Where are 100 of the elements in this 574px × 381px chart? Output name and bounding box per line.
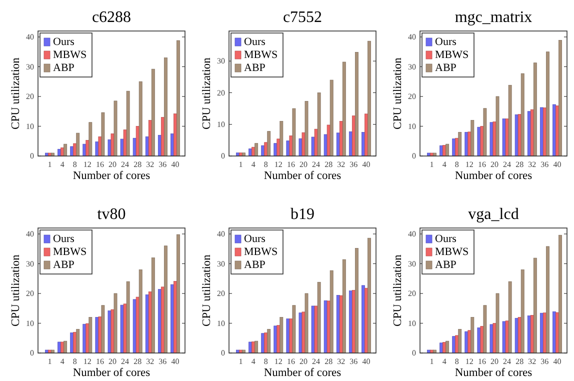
y-tick-label: 10	[26, 122, 34, 131]
y-tick-label: 40	[408, 32, 416, 42]
x-tick-label: 36	[540, 160, 549, 169]
x-tick-label: 8	[72, 160, 77, 169]
bar	[546, 246, 550, 354]
bar	[446, 340, 450, 354]
x-tick-label: 28	[324, 357, 333, 366]
x-tick-label: 1	[430, 160, 434, 169]
bar	[470, 317, 474, 354]
bar	[330, 270, 334, 354]
chart-title: c6288	[92, 9, 132, 26]
bar	[76, 328, 80, 354]
x-axis-title: Number of cores	[264, 367, 342, 379]
x-tick-label: 32	[528, 160, 536, 169]
bar	[368, 238, 371, 354]
x-tick-label: 24	[312, 357, 320, 366]
y-tick-label: 10	[26, 318, 34, 328]
x-tick-label: 24	[121, 357, 130, 366]
bar	[51, 152, 54, 156]
y-tick-label: 10	[408, 318, 416, 328]
y-tick-label: 40	[26, 32, 34, 42]
bar	[176, 40, 180, 156]
legend-label: Ours	[53, 233, 74, 245]
x-tick-label: 28	[134, 160, 142, 169]
bar	[51, 350, 54, 354]
x-tick-label: 16	[286, 357, 295, 366]
y-tick-label: 0	[412, 152, 416, 161]
legend-label: MBWS	[435, 246, 469, 258]
bar	[470, 120, 474, 156]
bar	[88, 122, 92, 156]
y-tick-label: 10	[408, 122, 416, 131]
y-tick-label: 40	[26, 230, 34, 239]
legend-label: MBWS	[435, 49, 469, 61]
x-axis-title: Number of cores	[72, 170, 151, 182]
bar	[520, 269, 524, 354]
x-tick-label: 40	[553, 357, 562, 366]
bar	[114, 293, 118, 354]
legend-label: Ours	[244, 36, 266, 48]
bar	[267, 131, 271, 156]
x-tick-label: 24	[503, 160, 512, 169]
x-tick-label: 20	[300, 357, 308, 366]
x-tick-label: 36	[158, 357, 167, 366]
x-tick-label: 40	[362, 160, 370, 169]
legend-label: ABP	[435, 259, 456, 271]
y-tick-label: 20	[408, 289, 416, 298]
bar	[433, 350, 436, 354]
bar	[342, 62, 346, 156]
legend-label: ABP	[435, 62, 456, 74]
y-tick-label: 10	[217, 318, 225, 328]
x-tick-label: 28	[516, 160, 524, 169]
bar	[76, 132, 80, 156]
bar	[317, 282, 321, 354]
x-tick-label: 1	[238, 160, 243, 169]
y-tick-label: 0	[221, 152, 225, 161]
y-tick-label: 20	[26, 289, 34, 298]
bar	[496, 293, 500, 354]
x-tick-label: 1	[430, 357, 434, 366]
x-tick-label: 8	[72, 357, 77, 366]
x-tick-label: 4	[251, 357, 256, 366]
y-tick-label: 0	[412, 348, 416, 358]
legend-label: Ours	[435, 36, 456, 48]
x-tick-label: 4	[251, 160, 256, 169]
y-tick-label: 30	[217, 56, 225, 66]
x-axis-title: Number of cores	[264, 170, 342, 182]
x-tick-label: 8	[454, 357, 459, 366]
x-tick-label: 36	[350, 160, 358, 169]
bar	[114, 100, 118, 156]
x-tick-label: 4	[442, 160, 446, 169]
legend-label: MBWS	[244, 49, 278, 61]
y-tick-label: 10	[217, 120, 225, 129]
y-axis-title: CPU utilization	[201, 57, 213, 130]
x-axis-title: Number of cores	[454, 170, 533, 182]
y-axis-title: CPU utilization	[10, 57, 22, 130]
x-tick-label: 12	[274, 160, 282, 169]
chart-title: c7552	[282, 9, 322, 26]
y-axis-title: CPU utilization	[201, 254, 213, 326]
bar	[458, 328, 462, 354]
bar	[496, 96, 500, 156]
x-tick-label: 4	[60, 160, 64, 169]
x-tick-label: 12	[274, 357, 282, 366]
y-tick-label: 40	[217, 230, 225, 239]
x-tick-label: 32	[528, 357, 536, 366]
x-tick-label: 8	[264, 357, 268, 366]
bar	[368, 40, 371, 156]
bar	[88, 317, 92, 354]
bar	[176, 234, 180, 354]
bar	[342, 259, 346, 354]
bar	[483, 108, 487, 156]
x-tick-label: 28	[516, 357, 524, 366]
legend-label: ABP	[53, 259, 74, 271]
x-axis-title: Number of cores	[454, 367, 533, 379]
bar	[64, 340, 68, 354]
chart-title: tv80	[97, 206, 126, 223]
x-tick-label: 40	[362, 357, 370, 366]
x-tick-label: 28	[324, 160, 333, 169]
bar	[280, 317, 284, 354]
bar	[546, 52, 550, 156]
y-tick-label: 0	[221, 348, 225, 358]
x-tick-label: 24	[121, 160, 130, 169]
x-tick-label: 12	[465, 160, 474, 169]
